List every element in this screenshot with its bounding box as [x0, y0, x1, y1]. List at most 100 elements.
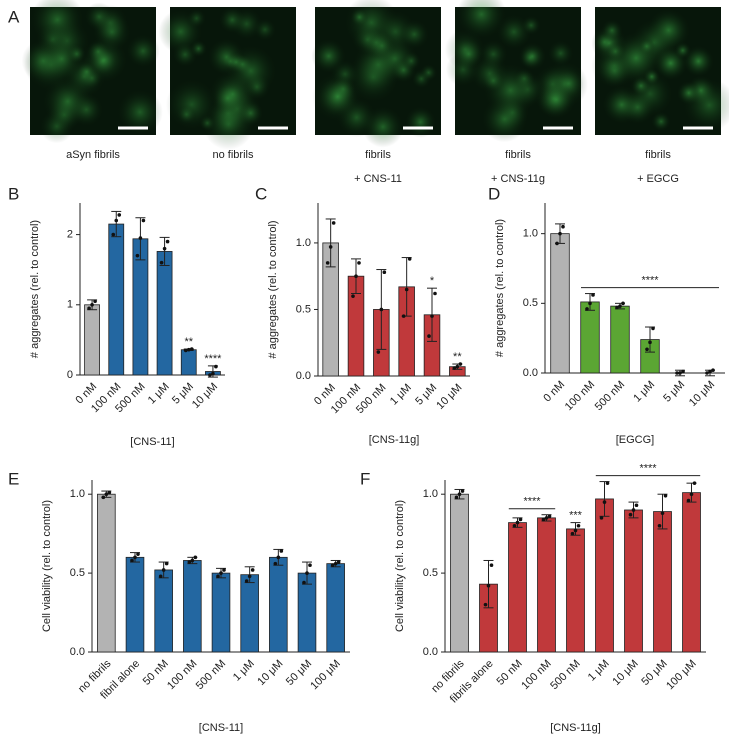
x-tick-label: 100 nM: [519, 658, 553, 692]
data-point: [675, 371, 679, 375]
image-caption: fibrils: [645, 149, 671, 161]
data-point: [189, 347, 194, 351]
y-tick-label: 0.5: [296, 303, 311, 315]
y-tick-label: 0: [67, 369, 73, 381]
data-point: [455, 364, 460, 369]
x-tick-label: 100 nM: [165, 658, 199, 692]
data-point: [136, 552, 140, 556]
x-tick-label: 1 μM: [388, 382, 414, 408]
bar: [240, 574, 259, 653]
panel-label: D: [488, 184, 500, 203]
data-point: [244, 579, 249, 583]
image-caption: + CNS-11: [354, 173, 402, 185]
data-point: [219, 571, 223, 575]
bar: [653, 511, 672, 653]
x-tick-label: 1 μM: [146, 381, 172, 407]
x-tick-label: 0 nM: [541, 379, 567, 405]
bar: [297, 572, 317, 653]
data-point: [663, 493, 668, 498]
y-axis-label: Cell viability (rel. to control): [394, 500, 406, 632]
bar: [682, 492, 701, 653]
image-caption: fibrils: [505, 149, 531, 161]
data-point: [433, 291, 437, 296]
cell-glow: [411, 69, 432, 89]
data-point: [114, 218, 119, 223]
x-tick-label: 10 μM: [434, 382, 464, 412]
image-caption: fibrils: [365, 149, 391, 161]
data-point: [159, 260, 164, 265]
x-tick-label: 100 nM: [563, 379, 597, 413]
y-tick-label: 0.5: [70, 567, 85, 579]
data-point: [111, 232, 116, 237]
cell-glow: [208, 70, 257, 118]
data-point: [211, 371, 215, 376]
bar: [566, 528, 585, 653]
y-tick-label: 0.5: [523, 297, 538, 309]
cell-glow: [401, 51, 422, 71]
x-tick-label: 100 μM: [664, 658, 699, 693]
data-point: [279, 549, 284, 553]
x-tick-label: 10 μM: [190, 381, 220, 411]
x-axis-label: [CNS-11g]: [550, 722, 601, 734]
cell-glow: [610, 31, 663, 85]
image-caption: + EGCG: [637, 173, 679, 185]
data-point: [302, 580, 306, 585]
cell-glow: [189, 40, 208, 58]
x-tick-label: 10 μM: [255, 658, 285, 688]
bar: [125, 556, 145, 653]
data-point: [558, 231, 562, 236]
panel-label: E: [8, 469, 19, 488]
data-point: [158, 574, 163, 579]
y-tick-label: 0.0: [423, 646, 438, 658]
bar: [156, 251, 173, 376]
bar: [550, 233, 570, 374]
significance: **: [184, 336, 193, 348]
data-point: [351, 294, 355, 298]
significance: ****: [639, 462, 657, 474]
cell-glow: [536, 80, 576, 120]
data-point: [605, 481, 610, 485]
data-point: [651, 326, 655, 331]
data-point: [330, 563, 335, 568]
data-point: [193, 555, 198, 560]
data-point: [588, 301, 592, 306]
data-point: [117, 213, 122, 217]
y-tick-label: 0.0: [523, 367, 538, 379]
significance: **: [453, 351, 462, 363]
x-tick-label: 10 μM: [687, 379, 717, 409]
image-caption: + CNS-11g: [491, 173, 545, 185]
data-point: [214, 364, 218, 369]
data-point: [186, 347, 191, 352]
data-point: [645, 347, 649, 352]
x-tick-label: 500 nM: [548, 658, 582, 692]
data-point: [602, 500, 607, 504]
bar: [450, 493, 469, 653]
data-point: [247, 574, 252, 579]
y-tick-label: 0.0: [296, 370, 311, 382]
y-tick-label: 0.0: [70, 646, 85, 658]
bar: [508, 522, 527, 653]
data-point: [591, 293, 595, 297]
cell-glow: [631, 76, 651, 96]
data-point: [250, 568, 255, 572]
cell-glow: [682, 78, 729, 132]
data-point: [657, 523, 662, 528]
data-point: [401, 314, 406, 318]
cell-glow: [456, 0, 507, 40]
cell-glow: [81, 36, 128, 83]
data-point: [692, 481, 697, 485]
data-point: [161, 568, 166, 572]
panel-label: B: [8, 184, 19, 203]
data-point: [689, 492, 694, 497]
bar: [624, 509, 643, 653]
data-point: [618, 304, 622, 308]
data-point: [486, 583, 491, 588]
data-point: [379, 307, 384, 312]
cell-glow: [230, 7, 263, 40]
data-point: [541, 517, 546, 522]
cell-glow: [404, 106, 437, 138]
cell-glow: [518, 42, 547, 71]
data-point: [648, 340, 652, 345]
bar: [84, 304, 100, 376]
